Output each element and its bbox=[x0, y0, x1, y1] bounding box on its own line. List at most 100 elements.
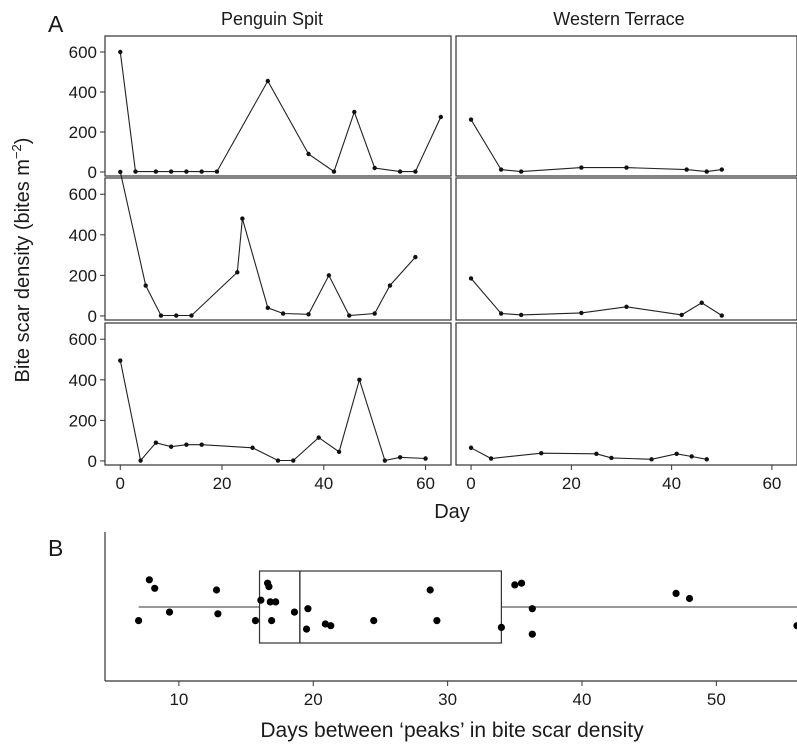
data-point-penguin-spit-row3 bbox=[275, 458, 281, 463]
facet-frame-western-terrace-row1 bbox=[455, 35, 797, 177]
jitter-point bbox=[272, 598, 280, 606]
data-point-penguin-spit-row2 bbox=[306, 312, 311, 317]
data-point-penguin-spit-row1 bbox=[199, 169, 204, 174]
panel-b-x-tick-label: 10 bbox=[169, 690, 188, 709]
data-point-western-terrace-row1 bbox=[468, 117, 474, 122]
jitter-point bbox=[426, 586, 434, 594]
data-point-penguin-spit-row3 bbox=[316, 435, 321, 440]
data-point-western-terrace-row2 bbox=[468, 276, 474, 281]
facet-frame-penguin-spit-row1 bbox=[104, 35, 452, 177]
jitter-point bbox=[370, 617, 378, 625]
x-tick-label: 40 bbox=[314, 474, 333, 493]
panel-b-label: B bbox=[48, 535, 63, 561]
data-point-penguin-spit-row2 bbox=[347, 313, 352, 318]
panel-b-x-axis-label: Days between ‘peaks’ in bite scar densit… bbox=[260, 719, 644, 742]
y-axis-label-close: ) bbox=[12, 138, 34, 145]
panel-b-x-tick-label: 30 bbox=[438, 690, 457, 709]
jitter-point bbox=[266, 598, 274, 606]
data-point-penguin-spit-row1 bbox=[352, 109, 357, 115]
data-point-penguin-spit-row1 bbox=[133, 169, 138, 174]
data-point-penguin-spit-row3 bbox=[168, 444, 174, 449]
data-point-western-terrace-row3 bbox=[649, 457, 654, 462]
data-point-penguin-spit-row3 bbox=[336, 449, 342, 455]
y-tick-label: 200 bbox=[69, 411, 97, 430]
y-tick-label: 200 bbox=[69, 266, 97, 285]
data-point-western-terrace-row2 bbox=[699, 300, 704, 305]
y-tick-label: 200 bbox=[69, 123, 97, 142]
series-line-western-terrace-row1 bbox=[470, 119, 722, 173]
data-point-penguin-spit-row3 bbox=[382, 458, 388, 463]
x-tick-label: 20 bbox=[213, 474, 232, 493]
data-point-penguin-spit-row1 bbox=[214, 169, 220, 174]
y-axis-label-superscript: −2 bbox=[9, 144, 24, 159]
series-line-penguin-spit-row3 bbox=[119, 360, 426, 462]
jitter-point bbox=[290, 608, 299, 616]
jitter-point bbox=[433, 617, 441, 625]
data-point-western-terrace-row3 bbox=[468, 445, 474, 450]
facet-title-penguin-spit: Penguin Spit bbox=[221, 9, 323, 29]
data-point-western-terrace-row2 bbox=[579, 310, 584, 316]
data-point-penguin-spit-row1 bbox=[118, 49, 123, 55]
data-point-penguin-spit-row3 bbox=[397, 455, 403, 460]
data-point-western-terrace-row3 bbox=[539, 451, 544, 456]
data-point-penguin-spit-row2 bbox=[265, 305, 271, 311]
series-line-western-terrace-row2 bbox=[470, 278, 723, 316]
data-point-penguin-spit-row1 bbox=[184, 169, 189, 174]
jitter-point bbox=[793, 622, 797, 630]
data-point-western-terrace-row1 bbox=[624, 165, 629, 170]
y-tick-label: 600 bbox=[69, 185, 97, 204]
jitter-point bbox=[302, 625, 311, 633]
data-point-penguin-spit-row2 bbox=[280, 311, 286, 316]
facet-frame-western-terrace-row3 bbox=[455, 322, 797, 466]
data-point-penguin-spit-row1 bbox=[372, 165, 377, 171]
box-iqr bbox=[258, 570, 502, 644]
data-point-penguin-spit-row3 bbox=[138, 458, 143, 463]
y-axis-label: Bite scar density (bites m−2) bbox=[9, 138, 34, 383]
x-tick-label: 60 bbox=[416, 474, 435, 493]
data-point-penguin-spit-row2 bbox=[372, 311, 377, 316]
jitter-point bbox=[145, 576, 153, 584]
y-tick-label: 600 bbox=[69, 43, 97, 62]
y-axis-label-main: Bite scar density (bites m bbox=[12, 159, 34, 382]
data-point-penguin-spit-row2 bbox=[240, 216, 245, 221]
series-line-western-terrace-row3 bbox=[470, 447, 707, 460]
jitter-point bbox=[151, 584, 159, 592]
data-point-western-terrace-row2 bbox=[719, 313, 724, 318]
y-tick-label: 0 bbox=[88, 163, 97, 182]
jitter-point bbox=[214, 610, 222, 618]
data-point-western-terrace-row1 bbox=[518, 169, 524, 174]
data-point-western-terrace-row2 bbox=[624, 304, 629, 310]
jitter-point bbox=[134, 617, 143, 625]
data-point-penguin-spit-row2 bbox=[235, 270, 240, 275]
x-tick-label: 0 bbox=[116, 474, 125, 493]
panel-b-x-tick-label: 50 bbox=[707, 690, 726, 709]
jitter-point bbox=[511, 581, 519, 589]
data-point-western-terrace-row1 bbox=[579, 165, 584, 170]
data-point-western-terrace-row3 bbox=[674, 451, 679, 457]
jitter-point bbox=[165, 608, 174, 616]
data-point-western-terrace-row1 bbox=[719, 167, 724, 172]
data-point-penguin-spit-row1 bbox=[153, 169, 159, 174]
y-tick-label: 400 bbox=[69, 83, 97, 102]
data-point-penguin-spit-row3 bbox=[357, 377, 362, 382]
data-point-penguin-spit-row2 bbox=[143, 283, 148, 288]
data-point-western-terrace-row2 bbox=[498, 311, 504, 316]
jitter-point bbox=[265, 583, 273, 591]
jitter-point bbox=[528, 605, 536, 613]
data-point-penguin-spit-row3 bbox=[250, 445, 255, 450]
data-point-penguin-spit-row1 bbox=[438, 114, 444, 120]
x-tick-label: 60 bbox=[762, 474, 781, 493]
data-point-western-terrace-row1 bbox=[684, 167, 689, 172]
jitter-point bbox=[327, 622, 335, 630]
data-point-western-terrace-row2 bbox=[679, 312, 684, 318]
jitter-point bbox=[497, 623, 505, 632]
data-point-penguin-spit-row3 bbox=[118, 358, 123, 363]
data-point-western-terrace-row1 bbox=[498, 167, 504, 172]
jitter-point bbox=[685, 594, 694, 603]
jitter-point bbox=[517, 579, 526, 587]
data-point-western-terrace-row3 bbox=[488, 456, 494, 461]
data-point-western-terrace-row2 bbox=[518, 312, 524, 318]
data-point-western-terrace-row1 bbox=[704, 169, 709, 174]
facet-frame-western-terrace-row2 bbox=[455, 177, 797, 321]
